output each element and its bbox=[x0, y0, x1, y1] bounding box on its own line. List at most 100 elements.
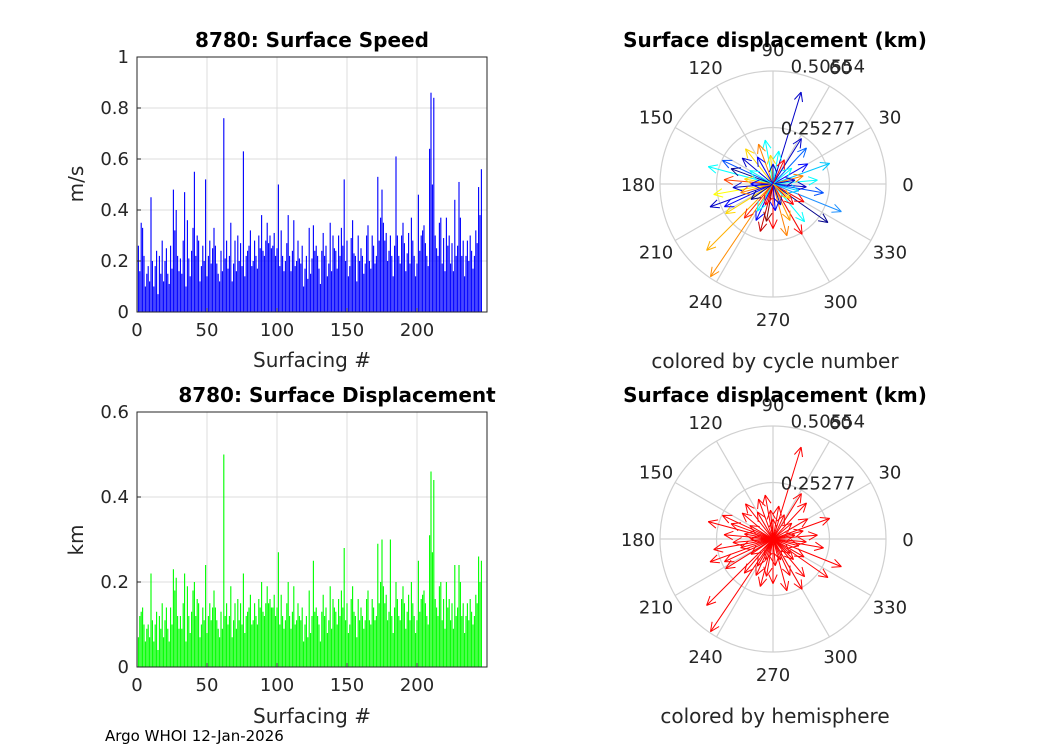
polar1-vector-shaft bbox=[759, 183, 774, 232]
polar1-vector-head bbox=[793, 173, 804, 177]
disp-bar bbox=[174, 590, 176, 667]
polar1-vector-head bbox=[756, 156, 759, 167]
polar2-vector-head bbox=[713, 543, 723, 550]
disp-bar bbox=[168, 641, 170, 667]
polar2-vector bbox=[772, 531, 818, 541]
polar2-angle-label: 30 bbox=[878, 463, 901, 484]
disp-bar bbox=[396, 599, 398, 667]
polar1-ring-label: 0.50554 bbox=[791, 57, 865, 78]
speed-bar bbox=[275, 255, 277, 312]
polar1-vector-head bbox=[818, 220, 828, 223]
polar2-vector-head bbox=[772, 574, 778, 584]
polar1-vector-head bbox=[750, 183, 760, 189]
polar1-vector-head bbox=[724, 198, 732, 208]
speed-bar bbox=[410, 217, 412, 312]
disp-bar bbox=[227, 624, 229, 667]
disp-bar bbox=[210, 620, 212, 667]
speed-bar bbox=[458, 181, 460, 312]
disp-bar bbox=[235, 628, 237, 667]
polar1-vector-shaft bbox=[755, 183, 774, 221]
polar2-vector-shaft bbox=[764, 494, 774, 540]
disp-bar bbox=[312, 560, 314, 667]
surface-speed-chart: 0 50 100 150 200 0 0.2 0.4 0.6 0.8 1 8780: Surface… bbox=[64, 28, 488, 372]
polar1-vector-head bbox=[799, 138, 802, 149]
disp-bar bbox=[219, 637, 221, 667]
speed-bar bbox=[153, 286, 155, 312]
disp-bar bbox=[283, 628, 285, 667]
speed-bar bbox=[451, 243, 453, 312]
speed-bar bbox=[469, 235, 471, 312]
disp-bar bbox=[282, 616, 284, 667]
speed-bar bbox=[377, 176, 379, 312]
polar1-vector-head bbox=[780, 195, 791, 199]
speed-bar bbox=[385, 232, 387, 312]
polar1-vector-shaft bbox=[772, 163, 809, 185]
polar1-vector-head bbox=[792, 138, 802, 145]
disp-bar bbox=[417, 560, 419, 667]
disp-bar bbox=[395, 582, 397, 667]
disp-bar bbox=[340, 590, 342, 667]
polar1-vector-head bbox=[772, 150, 780, 160]
disp-bar bbox=[191, 611, 193, 667]
speed-bar bbox=[217, 273, 219, 312]
disp-bar bbox=[181, 628, 183, 667]
polar2-vector bbox=[706, 538, 774, 606]
polar2-vector-head bbox=[768, 574, 774, 584]
polar1-vector-head bbox=[808, 179, 818, 186]
speed-bar bbox=[182, 240, 184, 312]
polar1-vector-shaft bbox=[708, 166, 774, 185]
polar1-vector-head bbox=[766, 154, 771, 165]
polar1-vector bbox=[743, 183, 774, 219]
disp-bar bbox=[345, 620, 347, 667]
polar1-vector bbox=[772, 91, 803, 185]
polar2-vector bbox=[772, 538, 791, 576]
speed-bar bbox=[251, 266, 253, 312]
polar2-vector-head bbox=[742, 512, 752, 517]
disp-bar bbox=[318, 624, 320, 667]
speed-xtick-label: 200 bbox=[400, 320, 434, 341]
disp-bar bbox=[308, 590, 310, 667]
speed-bar bbox=[252, 261, 254, 312]
speed-bar bbox=[160, 273, 162, 312]
polar2-vector-shaft bbox=[772, 538, 791, 554]
disp-bar bbox=[256, 624, 258, 667]
disp-bar bbox=[476, 603, 478, 667]
speed-bar bbox=[329, 222, 331, 312]
speed-bars bbox=[137, 92, 482, 312]
speed-bar bbox=[364, 263, 366, 312]
polar1-vector-head bbox=[743, 208, 748, 219]
speed-bar bbox=[272, 245, 274, 312]
disp-bar bbox=[420, 599, 422, 667]
disp-bar bbox=[158, 616, 160, 667]
polar2-vector bbox=[772, 538, 791, 554]
polar1-vectors bbox=[706, 91, 842, 278]
speed-bar bbox=[382, 222, 384, 312]
disp-bar bbox=[352, 586, 354, 667]
polar1-vector-head bbox=[780, 227, 788, 237]
speed-bar bbox=[301, 245, 303, 312]
polar2-vector-head bbox=[801, 518, 809, 528]
polar2-angle-label: 300 bbox=[823, 647, 857, 668]
speed-bar bbox=[312, 225, 314, 312]
speed-bar bbox=[205, 179, 207, 312]
disp-bar bbox=[276, 607, 278, 667]
polar2-vector-head bbox=[750, 538, 760, 544]
disp-bar bbox=[179, 616, 181, 667]
polar1-vector-head bbox=[793, 228, 803, 235]
polar2-vector-head bbox=[743, 563, 748, 574]
polar1-vector-shaft bbox=[772, 183, 782, 206]
speed-bar bbox=[140, 222, 142, 312]
speed-bar bbox=[296, 261, 298, 312]
polar1-vector-head bbox=[772, 219, 778, 229]
surface-displacement-chart: 0 50 100 150 200 0 0.2 0.4 0.6 8780: Surface Dis… bbox=[64, 383, 496, 728]
polar1-vector-head bbox=[758, 143, 766, 152]
speed-bar bbox=[235, 271, 237, 312]
disp-bar bbox=[459, 582, 461, 667]
disp-bar bbox=[164, 620, 166, 667]
polar2-vector-shaft bbox=[709, 538, 774, 563]
disp-bar bbox=[416, 620, 418, 667]
polar2-vector-head bbox=[795, 571, 805, 578]
polar1-vector-head bbox=[709, 199, 718, 208]
polar1-vector-head bbox=[785, 177, 796, 181]
polar1-vector-head bbox=[765, 212, 773, 222]
